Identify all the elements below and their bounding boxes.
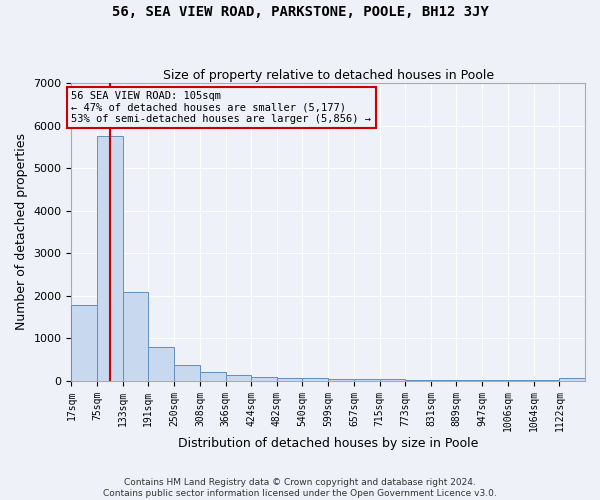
Y-axis label: Number of detached properties: Number of detached properties	[15, 134, 28, 330]
Bar	[122, 292, 148, 380]
Bar	[97, 136, 122, 380]
Bar	[559, 378, 585, 380]
Bar	[148, 346, 174, 380]
Text: Contains HM Land Registry data © Crown copyright and database right 2024.
Contai: Contains HM Land Registry data © Crown c…	[103, 478, 497, 498]
Bar	[251, 377, 277, 380]
Text: 56 SEA VIEW ROAD: 105sqm
← 47% of detached houses are smaller (5,177)
53% of sem: 56 SEA VIEW ROAD: 105sqm ← 47% of detach…	[71, 91, 371, 124]
Text: 56, SEA VIEW ROAD, PARKSTONE, POOLE, BH12 3JY: 56, SEA VIEW ROAD, PARKSTONE, POOLE, BH1…	[112, 5, 488, 19]
Bar	[354, 379, 380, 380]
Bar	[226, 376, 251, 380]
Bar	[174, 366, 200, 380]
Title: Size of property relative to detached houses in Poole: Size of property relative to detached ho…	[163, 69, 494, 82]
Bar	[328, 378, 354, 380]
Bar	[277, 378, 302, 380]
Bar	[71, 305, 97, 380]
X-axis label: Distribution of detached houses by size in Poole: Distribution of detached houses by size …	[178, 437, 478, 450]
Bar	[302, 378, 328, 380]
Bar	[200, 372, 226, 380]
